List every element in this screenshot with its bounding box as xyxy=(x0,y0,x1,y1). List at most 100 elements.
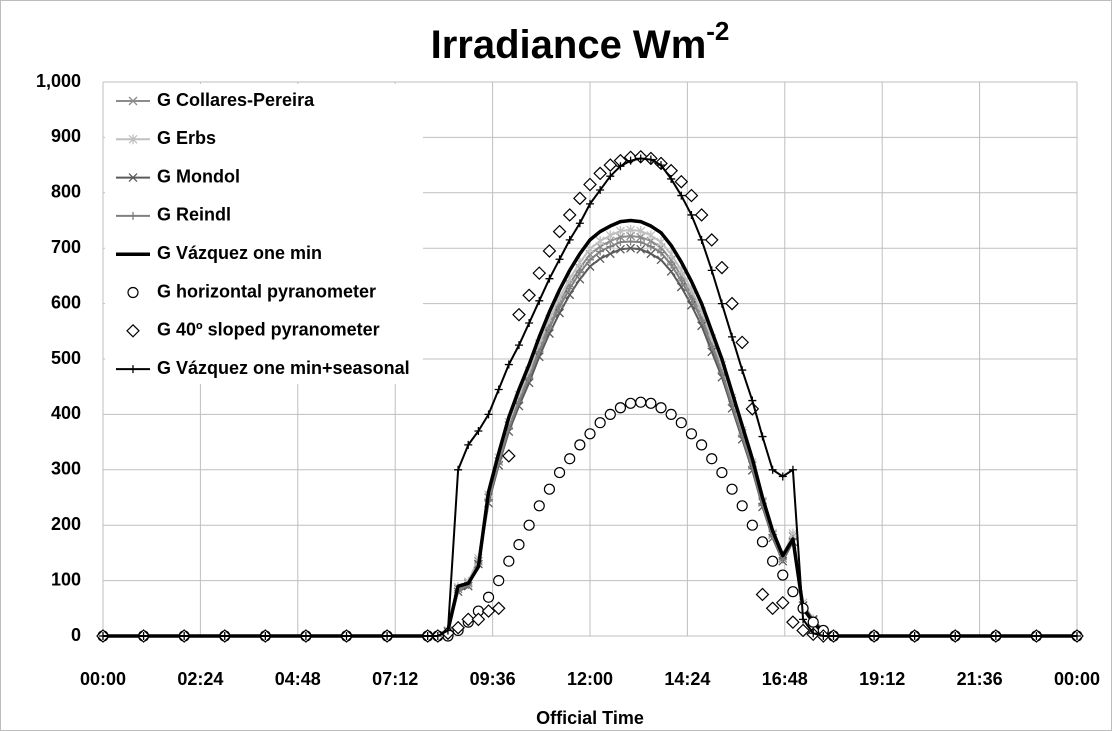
marker xyxy=(706,453,718,465)
marker xyxy=(482,591,495,603)
marker xyxy=(471,612,486,627)
marker xyxy=(626,243,636,253)
y-tick-label: 800 xyxy=(51,182,81,202)
marker xyxy=(535,347,544,356)
marker xyxy=(736,500,748,512)
marker xyxy=(755,587,770,602)
marker xyxy=(715,260,729,275)
marker xyxy=(474,427,483,436)
marker xyxy=(656,237,666,248)
marker xyxy=(513,538,525,551)
marker xyxy=(562,208,577,222)
marker xyxy=(707,266,716,275)
legend-marker xyxy=(128,173,138,183)
legend-marker xyxy=(126,323,140,338)
marker xyxy=(99,632,107,640)
marker xyxy=(605,249,615,259)
marker xyxy=(646,230,656,241)
legend-label: G Erbs xyxy=(157,128,216,148)
y-tick-label: 0 xyxy=(71,625,81,645)
marker xyxy=(512,307,526,322)
marker xyxy=(575,268,584,277)
marker xyxy=(301,632,310,640)
marker xyxy=(677,191,686,200)
marker xyxy=(503,555,515,567)
marker xyxy=(735,335,750,350)
x-tick-label: 14:24 xyxy=(664,669,710,689)
y-tick-label: 1,000 xyxy=(36,71,81,91)
marker xyxy=(1032,632,1041,640)
marker xyxy=(657,161,666,170)
marker xyxy=(809,629,818,638)
x-tick-label: 21:36 xyxy=(957,669,1003,689)
marker xyxy=(573,191,587,206)
legend-label: G 40º sloped pyranometer xyxy=(157,320,380,340)
marker xyxy=(433,632,442,640)
marker xyxy=(514,341,523,350)
legend-background xyxy=(105,84,423,384)
marker xyxy=(694,208,709,222)
marker xyxy=(991,632,1000,640)
x-tick-label: 07:12 xyxy=(372,669,418,689)
marker xyxy=(1073,632,1081,640)
legend-marker xyxy=(128,134,138,145)
marker xyxy=(796,623,810,638)
legend-marker xyxy=(129,365,137,374)
x-tick-label: 00:00 xyxy=(1054,669,1100,689)
marker xyxy=(555,255,564,264)
marker xyxy=(674,174,689,189)
marker xyxy=(604,408,616,420)
y-tick-label: 900 xyxy=(51,126,81,146)
marker xyxy=(910,632,919,640)
marker xyxy=(646,155,655,164)
y-tick-label: 700 xyxy=(51,237,81,257)
marker xyxy=(525,318,534,327)
marker xyxy=(636,238,645,247)
series xyxy=(99,154,1081,640)
marker xyxy=(616,162,625,171)
marker xyxy=(464,440,473,449)
marker xyxy=(342,632,351,640)
marker xyxy=(593,166,607,181)
marker xyxy=(461,612,476,627)
marker xyxy=(504,360,513,369)
marker xyxy=(707,342,716,351)
marker xyxy=(667,174,676,183)
marker xyxy=(626,156,635,165)
legend-marker xyxy=(129,211,137,220)
marker xyxy=(614,402,627,414)
marker xyxy=(454,465,463,474)
marker xyxy=(532,266,547,280)
x-tick-label: 16:48 xyxy=(762,669,808,689)
marker xyxy=(807,616,819,628)
marker xyxy=(574,439,586,451)
marker xyxy=(565,284,574,293)
x-tick-label: 12:00 xyxy=(567,669,613,689)
marker xyxy=(624,397,637,409)
marker xyxy=(951,632,960,640)
marker xyxy=(545,274,554,283)
marker xyxy=(758,432,767,441)
marker xyxy=(261,632,270,640)
marker xyxy=(543,483,556,495)
marker xyxy=(645,397,657,409)
marker xyxy=(423,632,432,640)
marker xyxy=(684,188,699,203)
marker xyxy=(687,295,696,304)
legend-marker xyxy=(127,286,139,299)
marker xyxy=(552,224,567,239)
x-tick-label: 09:36 xyxy=(470,669,516,689)
marker xyxy=(606,242,615,251)
marker xyxy=(655,402,667,414)
marker xyxy=(533,500,545,512)
marker xyxy=(523,519,535,531)
marker xyxy=(626,237,635,246)
marker xyxy=(748,396,757,405)
legend-label: G Collares-Pereira xyxy=(157,90,315,110)
marker xyxy=(565,235,574,244)
marker xyxy=(775,595,790,610)
marker xyxy=(586,255,594,264)
marker xyxy=(716,466,728,479)
marker xyxy=(553,466,566,479)
marker xyxy=(726,483,738,495)
